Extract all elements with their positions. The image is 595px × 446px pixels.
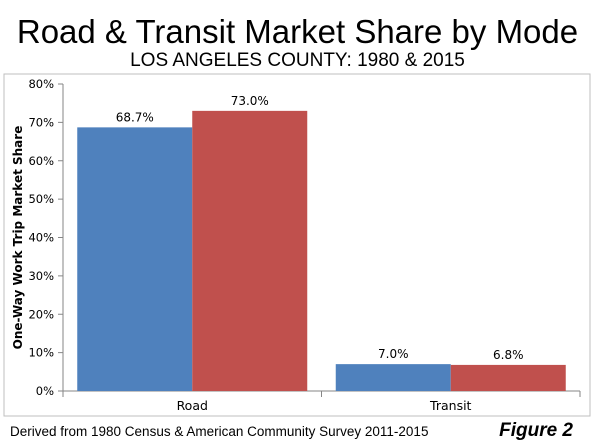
bar-road-series-2 [192,110,308,392]
y-tick-label: 50% [28,192,54,206]
y-tick-label: 30% [28,269,54,283]
y-tick-label: 0% [36,384,54,398]
chart-subtitle: LOS ANGELES COUNTY: 1980 & 2015 [130,50,465,71]
chart-frame [3,73,591,417]
bar-transit-series-1 [335,364,451,391]
data-label: 7.0% [378,347,409,361]
y-tick-label: 20% [28,307,54,321]
data-label: 6.8% [493,348,524,362]
y-tick-label: 40% [28,231,54,245]
y-axis-title: One-Way Work Trip Market Share [11,126,25,350]
figure-label: Figure 2 [499,420,573,441]
y-tick-label: 10% [28,346,54,360]
x-tick-label: Transit [429,398,472,413]
y-tick-label: 60% [28,154,54,168]
data-label: 73.0% [231,94,269,108]
y-tick-label: 80% [28,77,54,91]
source-note: Derived from 1980 Census & American Comm… [10,424,429,439]
chart-title: Road & Transit Market Share by Mode [16,13,579,50]
x-tick-label: Road [177,398,208,413]
bar-transit-series-2 [450,364,566,391]
bar-road-series-1 [77,127,193,392]
y-tick-label: 70% [28,115,54,129]
data-label: 68.7% [116,110,154,124]
